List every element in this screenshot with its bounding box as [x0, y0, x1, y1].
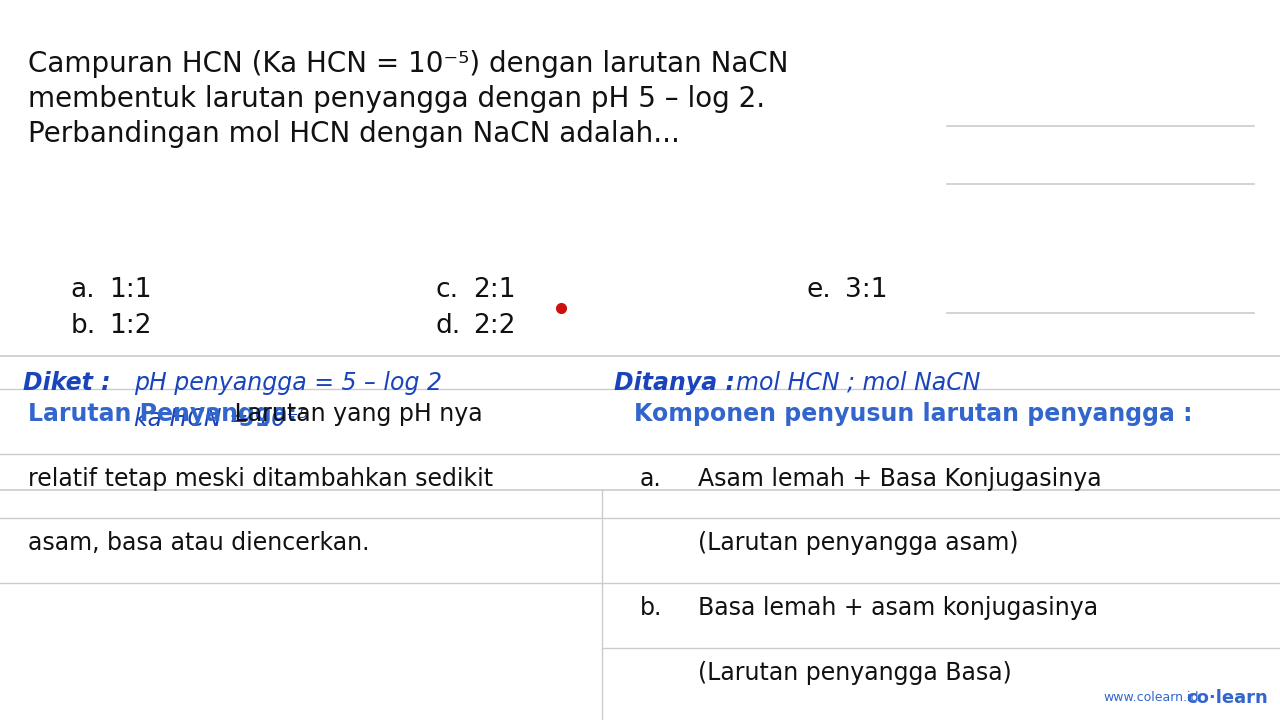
Text: Asam lemah + Basa Konjugasinya: Asam lemah + Basa Konjugasinya [698, 467, 1101, 490]
Text: pH penyangga = 5 – log 2: pH penyangga = 5 – log 2 [134, 371, 443, 395]
Text: co·learn: co·learn [1187, 689, 1268, 707]
Text: mol HCN ; mol NaCN: mol HCN ; mol NaCN [736, 371, 980, 395]
Text: e.: e. [806, 277, 831, 303]
Text: Larutan Penyangga:: Larutan Penyangga: [28, 402, 297, 426]
Text: (Larutan penyangga asam): (Larutan penyangga asam) [698, 531, 1018, 555]
Text: d.: d. [435, 313, 461, 339]
Text: b.: b. [640, 596, 662, 620]
Text: Ditanya :: Ditanya : [614, 371, 736, 395]
Text: Campuran HCN (Ka HCN = 10⁻⁵) dengan larutan NaCN: Campuran HCN (Ka HCN = 10⁻⁵) dengan laru… [28, 50, 788, 78]
Text: Diket :: Diket : [23, 371, 110, 395]
Text: Larutan yang pH nya: Larutan yang pH nya [227, 402, 483, 426]
Text: www.colearn.id: www.colearn.id [1103, 691, 1199, 704]
Text: c.: c. [435, 277, 458, 303]
Text: 3:1: 3:1 [845, 277, 887, 303]
Text: membentuk larutan penyangga dengan pH 5 – log 2.: membentuk larutan penyangga dengan pH 5 … [28, 85, 765, 113]
Text: 1:2: 1:2 [109, 313, 151, 339]
Text: (Larutan penyangga Basa): (Larutan penyangga Basa) [698, 661, 1011, 685]
Text: 2:1: 2:1 [474, 277, 516, 303]
Text: Basa lemah + asam konjugasinya: Basa lemah + asam konjugasinya [698, 596, 1098, 620]
Text: 1:1: 1:1 [109, 277, 151, 303]
Text: Komponen penyusun larutan penyangga :: Komponen penyusun larutan penyangga : [634, 402, 1192, 426]
Text: a.: a. [640, 467, 662, 490]
Text: asam, basa atau diencerkan.: asam, basa atau diencerkan. [28, 531, 370, 555]
Text: a.: a. [70, 277, 95, 303]
Text: relatif tetap meski ditambahkan sedikit: relatif tetap meski ditambahkan sedikit [28, 467, 493, 490]
Text: b.: b. [70, 313, 96, 339]
Text: Perbandingan mol HCN dengan NaCN adalah...: Perbandingan mol HCN dengan NaCN adalah.… [28, 120, 680, 148]
Text: 2:2: 2:2 [474, 313, 516, 339]
Text: ka HCN = 10⁻⁵: ka HCN = 10⁻⁵ [134, 407, 308, 431]
